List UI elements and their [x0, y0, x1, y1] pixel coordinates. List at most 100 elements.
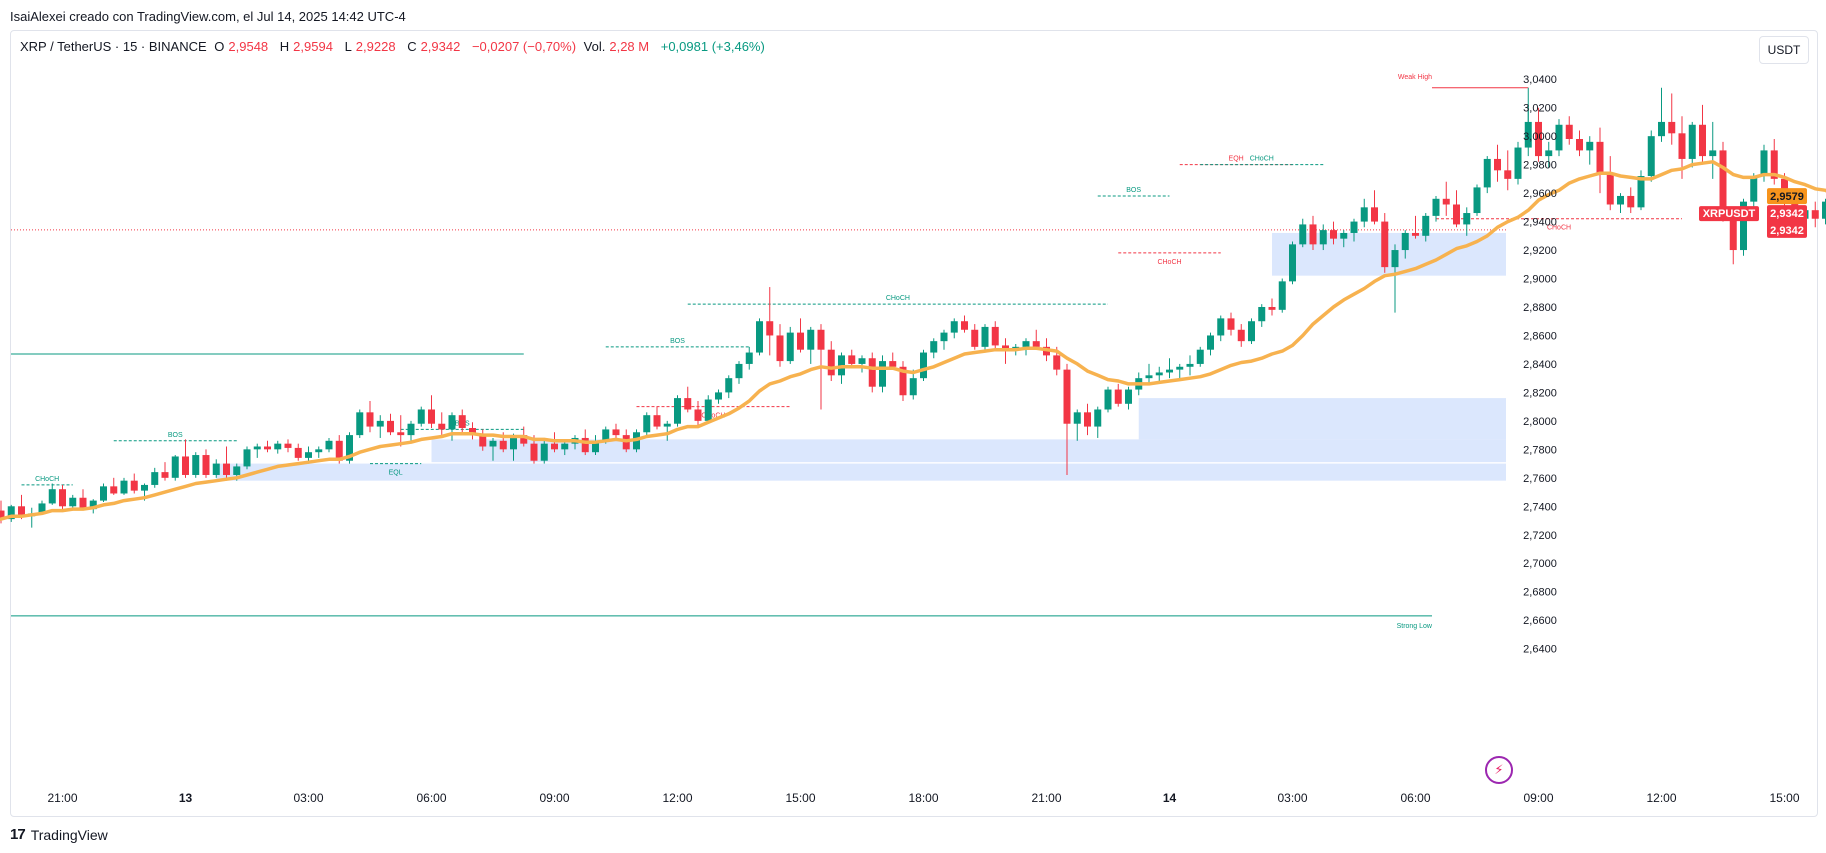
- candle-body-158: [1606, 173, 1614, 205]
- y-tick-label-12: 2,8000: [1523, 416, 1557, 428]
- candle-body-33: [325, 440, 333, 450]
- y-tick-label-20: 2,6400: [1523, 644, 1557, 656]
- candle-body-135: [1371, 207, 1378, 222]
- candle-body-105: [1063, 369, 1071, 424]
- candle-body-136: [1381, 221, 1389, 268]
- candle-body-169: [1719, 150, 1727, 216]
- x-tick-label-5: 12:00: [662, 791, 692, 805]
- candle-body-173: [1760, 150, 1768, 177]
- candle-body-20: [192, 455, 200, 475]
- y-tick-label-5: 2,9400: [1523, 217, 1557, 229]
- candle-body-43: [428, 409, 435, 424]
- y-tick-label-0: 3,0400: [1523, 74, 1557, 86]
- candle-body-9: [79, 497, 87, 510]
- x-tick-label-7: 18:00: [908, 791, 938, 805]
- currency-button[interactable]: USDT: [1759, 36, 1809, 64]
- candle-body-46: [458, 415, 466, 428]
- candle-body-8: [69, 497, 77, 507]
- candle-body-6: [48, 489, 56, 504]
- candle-body-121: [1227, 318, 1235, 330]
- candle-body-127: [1289, 244, 1296, 282]
- y-tick-label-13: 2,7800: [1523, 444, 1557, 456]
- candle-body-130: [1319, 230, 1327, 245]
- candle-body-92: [930, 341, 938, 353]
- x-tick-label-12: 09:00: [1523, 791, 1553, 805]
- level-label-1: Strong Low: [1397, 623, 1433, 630]
- candle-body-21: [202, 455, 210, 475]
- lightning-icon[interactable]: ⚡: [1485, 756, 1513, 784]
- candle-body-145: [1473, 187, 1481, 214]
- candle-body-49: [489, 440, 497, 447]
- candle-body-139: [1412, 232, 1419, 236]
- current-price-label: 2,9342: [1770, 208, 1804, 220]
- legend-low-label: L: [344, 39, 352, 54]
- candle-body-122: [1237, 329, 1245, 342]
- candle-body-38: [376, 420, 384, 427]
- candle-body-116: [1176, 366, 1184, 370]
- candle-body-167: [1699, 124, 1706, 157]
- x-tick-label-1: 13: [179, 791, 193, 805]
- candle-body-157: [1596, 141, 1604, 174]
- candle-body-15: [141, 484, 148, 491]
- candle-body-90: [909, 378, 917, 396]
- candle-body-123: [1248, 321, 1255, 342]
- candle-body-94: [950, 321, 958, 333]
- y-tick-label-18: 2,6800: [1523, 587, 1557, 599]
- y-tick-label-14: 2,7600: [1523, 473, 1557, 485]
- structure-label-10: CHoCH: [1250, 156, 1274, 163]
- candle-body-55: [551, 443, 558, 450]
- candle-body-32: [315, 449, 323, 453]
- legend-symbol[interactable]: XRP / TetherUS · 15 · BINANCE: [20, 39, 207, 54]
- candle-body-74: [745, 352, 753, 364]
- candle-body-71: [715, 392, 722, 400]
- candle-body-18: [171, 456, 179, 478]
- current-price-axis-label: 2,9342: [1770, 225, 1804, 237]
- x-tick-label-14: 15:00: [1769, 791, 1799, 805]
- structure-label-0: CHoCH: [35, 476, 59, 483]
- x-tick-label-8: 21:00: [1031, 791, 1061, 805]
- x-tick-label-13: 12:00: [1646, 791, 1676, 805]
- structure-label-1: BOS: [168, 432, 183, 439]
- candle-body-56: [561, 443, 569, 450]
- candle-body-162: [1647, 136, 1655, 177]
- candle-body-14: [130, 480, 138, 491]
- ticker-label: XRPUSDT: [1703, 208, 1756, 220]
- candle-body-143: [1453, 204, 1460, 225]
- candle-body-64: [643, 415, 651, 433]
- candle-body-93: [940, 332, 948, 342]
- structure-label-9: EQH: [1229, 156, 1244, 163]
- legend-low-value: 2,9228: [355, 39, 396, 54]
- candle-body-125: [1268, 306, 1276, 310]
- candle-body-142: [1442, 198, 1450, 205]
- x-tick-label-9: 14: [1163, 791, 1177, 805]
- y-tick-label-16: 2,7200: [1523, 530, 1557, 542]
- candle-body-67: [674, 398, 681, 424]
- candle-body-5: [38, 503, 46, 514]
- x-tick-label-10: 03:00: [1277, 791, 1307, 805]
- candle-body-25: [243, 449, 251, 467]
- candle-body-66: [663, 423, 671, 427]
- candle-body-124: [1258, 306, 1266, 322]
- tradingview-brand[interactable]: 17 TradingView: [10, 826, 108, 843]
- y-tick-label-1: 3,0200: [1523, 103, 1557, 115]
- candle-body-35: [346, 435, 353, 461]
- candle-body-168: [1709, 150, 1717, 157]
- candle-body-126: [1278, 281, 1286, 310]
- structure-label-2: EQL: [389, 470, 403, 477]
- y-tick-label-15: 2,7400: [1523, 501, 1557, 513]
- candle-body-172: [1750, 176, 1758, 202]
- candle-body-101: [1022, 341, 1030, 347]
- tradingview-logo: 17: [10, 826, 26, 843]
- candle-body-72: [725, 378, 733, 393]
- candle-body-107: [1084, 412, 1091, 427]
- candle-body-29: [284, 443, 292, 448]
- candle-body-77: [776, 335, 784, 362]
- candle-body-22: [212, 463, 220, 475]
- candle-body-108: [1094, 409, 1102, 427]
- candle-body-118: [1196, 349, 1204, 364]
- x-tick-label-0: 21:00: [47, 791, 77, 805]
- candle-body-84: [848, 355, 856, 364]
- candle-body-106: [1073, 412, 1081, 424]
- candle-body-61: [612, 429, 620, 436]
